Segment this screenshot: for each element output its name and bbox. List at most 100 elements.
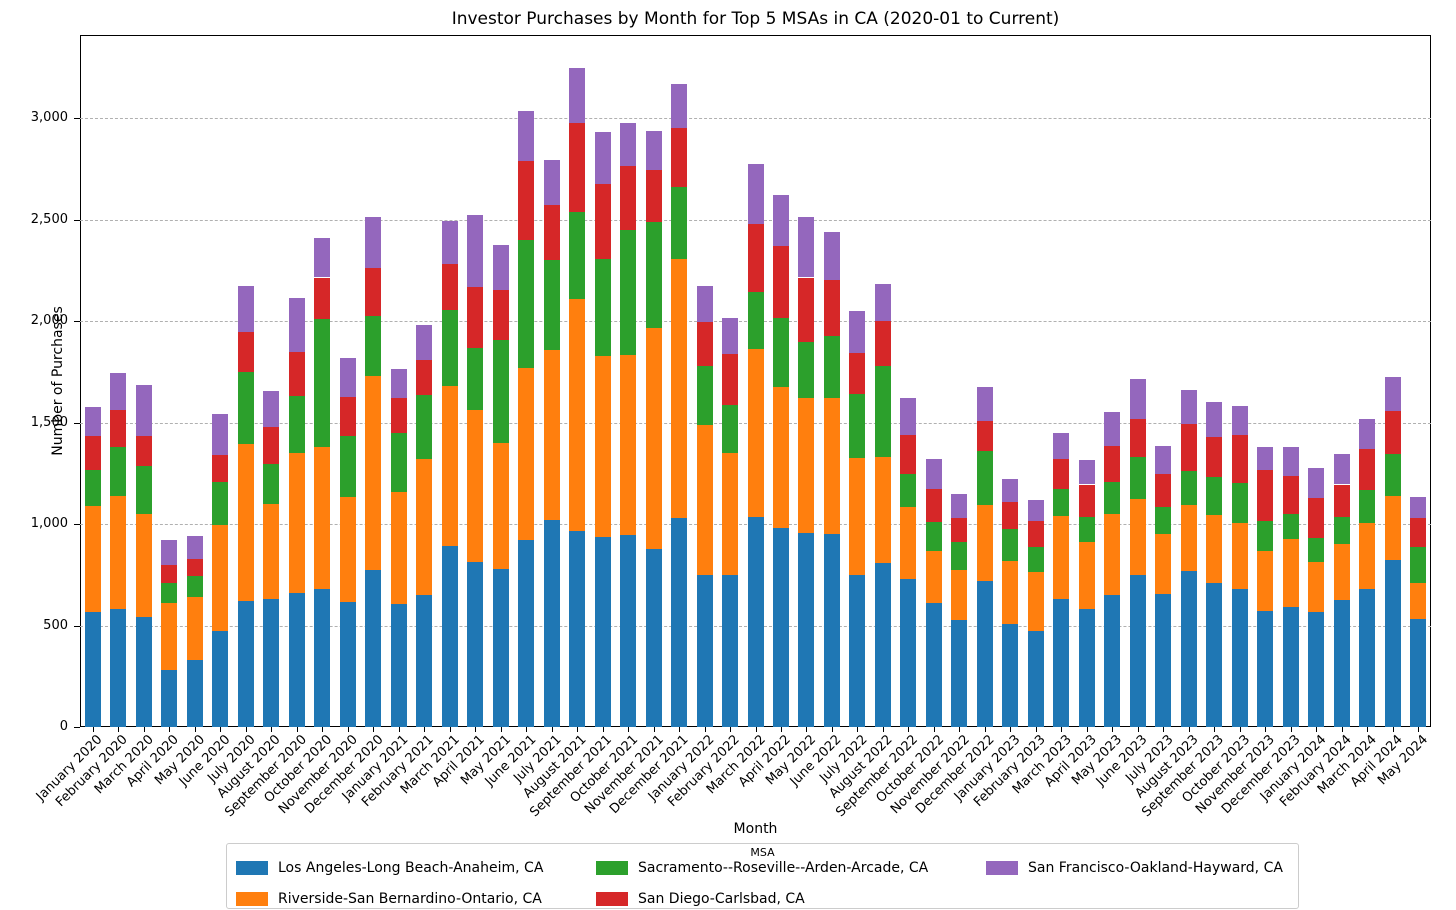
bar-segment xyxy=(110,495,127,610)
bar-segment xyxy=(1231,589,1248,727)
bar-segment xyxy=(1002,623,1019,727)
bar-segment xyxy=(925,551,942,604)
x-tick xyxy=(831,727,833,732)
x-tick xyxy=(220,727,222,732)
bar-segment xyxy=(1180,423,1197,472)
bar-segment xyxy=(671,128,688,188)
bar-segment xyxy=(1384,495,1401,560)
x-tick xyxy=(679,727,681,732)
bar-segment xyxy=(186,660,203,727)
bar-segment xyxy=(1206,514,1223,583)
bar-segment xyxy=(212,630,229,727)
x-tick xyxy=(984,727,986,732)
bar-segment xyxy=(467,410,484,562)
bar-segment xyxy=(441,386,458,547)
y-tick xyxy=(74,219,80,221)
x-tick xyxy=(1214,727,1216,732)
x-tick xyxy=(1367,727,1369,732)
bar-segment xyxy=(1002,501,1019,530)
bar-segment xyxy=(620,535,637,727)
bar-segment xyxy=(976,387,993,421)
bar-segment xyxy=(594,355,611,538)
bar-segment xyxy=(951,493,968,518)
bar-segment xyxy=(1104,445,1121,483)
bar-segment xyxy=(569,68,586,124)
bar-segment xyxy=(1282,476,1299,514)
x-tick xyxy=(424,727,426,732)
bar-segment xyxy=(951,542,968,570)
bar-segment xyxy=(1104,595,1121,727)
bar-segment xyxy=(1231,483,1248,524)
bar-segment xyxy=(671,517,688,727)
x-tick xyxy=(1010,727,1012,732)
bar-segment xyxy=(441,309,458,387)
bar-segment xyxy=(365,216,382,269)
bar-segment xyxy=(722,318,738,354)
bar-segment xyxy=(1231,406,1248,435)
bar-segment xyxy=(1384,559,1401,727)
legend-swatch-green xyxy=(596,861,628,875)
x-tick xyxy=(143,727,145,732)
bar-segment xyxy=(186,597,203,661)
bar-segment xyxy=(84,470,101,506)
bar-segment xyxy=(747,163,764,224)
bar-segment xyxy=(1129,457,1146,499)
bar-segment xyxy=(671,259,688,518)
bar-segment xyxy=(135,513,152,618)
bar-segment xyxy=(1308,497,1325,539)
y-tick-label: 500 xyxy=(43,617,68,633)
x-tick xyxy=(194,727,196,732)
bar-segment xyxy=(823,398,840,535)
bar-segment xyxy=(1027,521,1044,548)
bar-segment xyxy=(798,216,815,278)
bar-segment xyxy=(1308,468,1325,498)
bar-segment xyxy=(1410,496,1427,518)
bar-segment xyxy=(951,569,968,621)
bar-segment xyxy=(110,446,127,496)
bar-segment xyxy=(1282,446,1299,477)
bar-segment xyxy=(543,349,560,520)
bar-segment xyxy=(925,459,942,489)
x-tick xyxy=(398,727,400,732)
bar-segment xyxy=(976,451,993,505)
bar-segment xyxy=(263,426,280,465)
bar-segment xyxy=(518,540,535,727)
x-tick xyxy=(1163,727,1165,732)
bar-segment xyxy=(747,348,764,517)
bar-segment xyxy=(849,310,866,353)
bar-segment xyxy=(1359,489,1376,524)
bar-segment xyxy=(645,549,662,727)
bar-segment xyxy=(874,321,891,366)
bar-segment xyxy=(1359,418,1376,449)
legend-label: Riverside-San Bernardino-Ontario, CA xyxy=(278,891,542,907)
bar-segment xyxy=(1078,460,1095,485)
x-tick xyxy=(551,727,553,732)
bar-segment xyxy=(1333,454,1350,485)
bar-segment xyxy=(543,520,560,727)
bar-segment xyxy=(1384,454,1401,496)
bar-segment xyxy=(135,435,152,467)
bar-segment xyxy=(849,574,866,727)
bar-segment xyxy=(1053,459,1070,489)
bar-segment xyxy=(1129,498,1146,575)
x-axis-title: Month xyxy=(733,821,778,837)
bar-segment xyxy=(467,561,484,727)
bar-segment xyxy=(1129,378,1146,419)
legend-label: San Diego-Carlsbad, CA xyxy=(638,891,805,907)
bar-segment xyxy=(1359,589,1376,727)
bar-segment xyxy=(518,160,535,240)
x-tick xyxy=(1061,727,1063,732)
legend-swatch-orange xyxy=(236,892,268,906)
bar-segment xyxy=(1359,523,1376,589)
bar-segment xyxy=(900,398,917,435)
bar-segment xyxy=(849,458,866,575)
bar-segment xyxy=(1002,560,1019,624)
x-tick xyxy=(780,727,782,732)
bar-segment xyxy=(1206,436,1223,478)
y-tick-label: 1,500 xyxy=(30,414,68,430)
bar-segment xyxy=(900,506,917,579)
bar-segment xyxy=(645,328,662,550)
bar-segment xyxy=(84,435,101,471)
bar-segment xyxy=(1257,551,1274,612)
